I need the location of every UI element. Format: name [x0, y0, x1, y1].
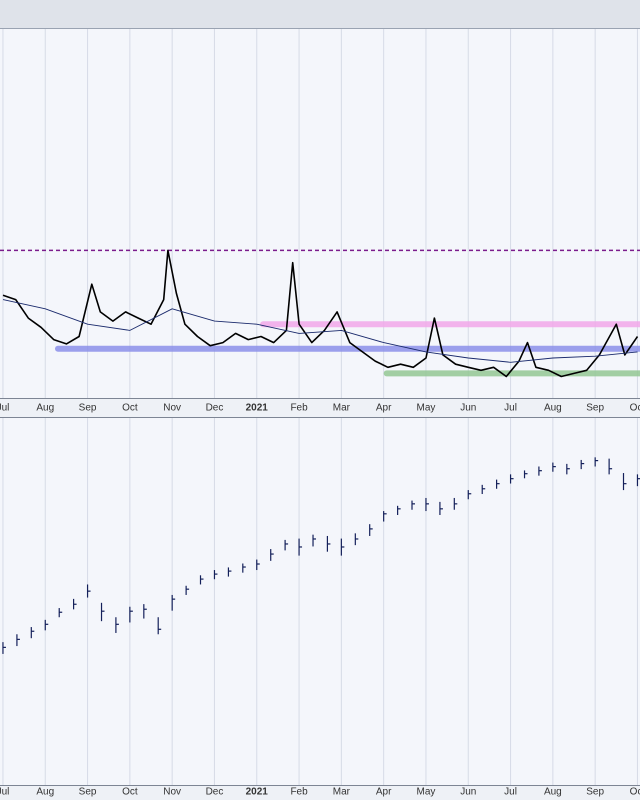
- x-tick-label: Aug: [36, 403, 54, 414]
- x-tick-label: 2021: [246, 787, 269, 798]
- x-tick-label: Sep: [79, 787, 97, 798]
- x-tick-label: 2021: [246, 403, 269, 414]
- x-tick-label: Mar: [333, 787, 351, 798]
- x-tick-label: Apr: [376, 787, 392, 798]
- x-axis-band: [0, 398, 640, 418]
- x-tick-label: Oct: [630, 787, 640, 798]
- x-tick-label: Mar: [333, 403, 351, 414]
- line-series: [2, 299, 638, 363]
- x-tick-label: Oct: [122, 403, 138, 414]
- x-tick-label: Dec: [206, 403, 224, 414]
- x-tick-label: Jun: [460, 403, 476, 414]
- x-tick-label: Aug: [544, 403, 562, 414]
- line-series: [2, 249, 639, 378]
- x-tick-label: Jul: [504, 403, 517, 414]
- x-tick-label: Nov: [163, 403, 181, 414]
- x-axis-band: [0, 785, 640, 800]
- x-tick-label: Aug: [544, 787, 562, 798]
- x-tick-label: Sep: [79, 403, 97, 414]
- x-tick-label: Sep: [586, 403, 604, 414]
- x-tick-label: Oct: [122, 787, 138, 798]
- x-tick-label: Apr: [376, 403, 392, 414]
- x-tick-label: Dec: [206, 787, 224, 798]
- x-tick-label: Jun: [460, 787, 476, 798]
- x-tick-label: Oct: [630, 403, 640, 414]
- x-tick-label: Feb: [290, 403, 308, 414]
- x-tick-label: May: [417, 787, 436, 798]
- x-tick-label: May: [417, 403, 436, 414]
- header-bar: [0, 0, 640, 28]
- x-tick-label: Feb: [290, 787, 308, 798]
- x-tick-label: Jul: [504, 787, 517, 798]
- x-tick-label: Aug: [36, 787, 54, 798]
- x-tick-label: Nov: [163, 787, 181, 798]
- x-tick-label: Jul: [0, 787, 9, 798]
- x-tick-label: Sep: [586, 787, 604, 798]
- x-tick-label: Jul: [0, 403, 9, 414]
